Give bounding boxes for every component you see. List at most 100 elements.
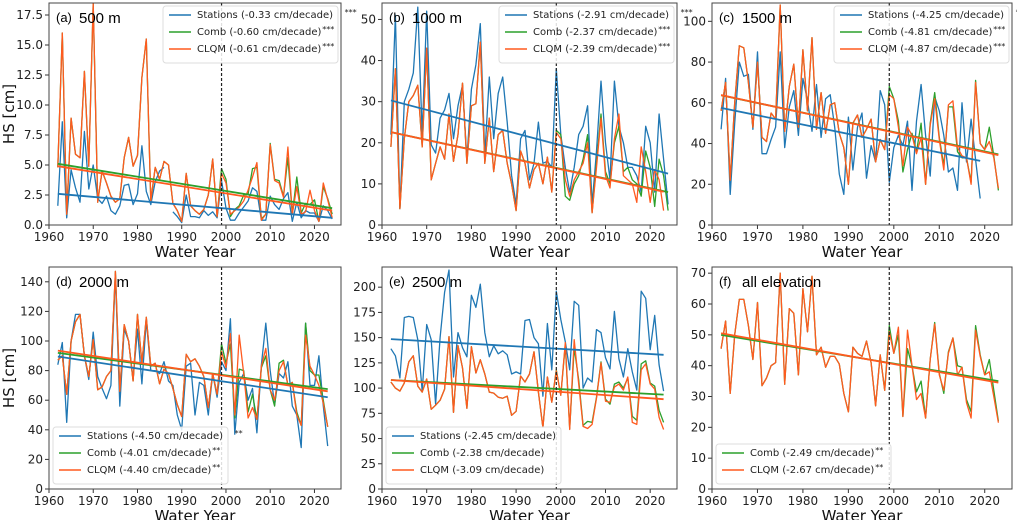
x-tick-label: 1970 (411, 230, 442, 244)
significance-marker: ** (875, 446, 883, 455)
panel-title: 1000 m (412, 10, 462, 27)
legend-label-comb: Comb (-0.60 cm/decade) (197, 27, 322, 38)
axes-frame (381, 266, 678, 490)
significance-marker: *** (993, 25, 1005, 34)
y-tick-label: 5.0 (24, 158, 43, 172)
legend-label-comb: Comb (-2.49 cm/decade) (750, 448, 875, 459)
legend-label-comb: Comb (-4.81 cm/decade) (868, 27, 993, 38)
x-tick-label: 1960 (367, 230, 398, 244)
y-tick-label: 10 (691, 451, 706, 465)
significance-marker: *** (993, 42, 1005, 51)
trend-line-stations (57, 192, 333, 219)
x-tick-label: 2010 (255, 230, 286, 244)
significance-marker: *** (322, 42, 334, 51)
significance-marker: *** (658, 25, 670, 34)
significance-marker: *** (658, 42, 670, 51)
x-tick-label: 2020 (969, 494, 1000, 508)
axes-frame (48, 266, 342, 490)
legend-box (498, 5, 675, 64)
y-tick-label: 0 (35, 482, 43, 496)
axes-frame (48, 2, 342, 226)
significance-marker: *** (322, 25, 334, 34)
x-tick-label: 1990 (833, 494, 864, 508)
panel-a: 1960 1970 1980 1990 2000 2010 2020 0.0 2.5 5.0 7.5… (0, 2, 357, 261)
y-tick-label: 40 (28, 423, 43, 437)
plot-lines (57, 270, 329, 449)
legend-label-clqm: CLQM (-3.09 cm/decade) (420, 465, 544, 476)
y-tick-label: 40 (691, 137, 706, 151)
y-tick-label: 75 (361, 406, 376, 420)
panel-f: 1960 1970 1980 1990 2000 2010 2020 0 10 20 30 40 50 6… (691, 266, 1013, 520)
x-tick-label: 2020 (635, 230, 666, 244)
legend-label-stations: Stations (-2.91 cm/decade) (533, 10, 669, 21)
x-tick-label: 1990 (166, 494, 197, 508)
x-tick-label: 1970 (78, 494, 109, 508)
legend-label-clqm: CLQM (-2.67 cm/decade) (750, 465, 874, 476)
x-tick-label: 2010 (255, 494, 286, 508)
legend-label-clqm: CLQM (-4.40 cm/decade) (87, 465, 211, 476)
trend-line-clqm (57, 165, 333, 212)
trend-line-clqm (720, 332, 999, 384)
trend-line-clqm (720, 94, 999, 157)
trend-line-stations (57, 355, 328, 399)
y-tick-label: 15.0 (16, 38, 43, 52)
axes-frame (711, 2, 1013, 226)
y-tick-label: 0 (698, 482, 706, 496)
y-tick-label: 0 (368, 482, 376, 496)
x-tick-label: 1990 (501, 494, 532, 508)
y-tick-label: 0.0 (24, 218, 43, 232)
plot-lines (720, 4, 1000, 199)
trend-line-stations (390, 99, 669, 175)
plot-lines (390, 269, 665, 431)
y-tick-label: 80 (28, 364, 43, 378)
y-tick-label: 10.0 (16, 98, 43, 112)
legend: Stations (-0.33 cm/decade) ***Comb (-0.60… (162, 5, 357, 64)
x-tick-label: 1970 (742, 230, 773, 244)
legend: Comb (-2.49 cm/decade) **CLQM (-2.67 cm/d… (715, 443, 892, 485)
x-tick-label: 1980 (456, 230, 487, 244)
axes-frame (381, 2, 678, 226)
panel-title: 2500 m (412, 274, 462, 291)
x-axis-label: Water Year (155, 507, 237, 520)
y-axis-label: HS [cm] (0, 84, 18, 144)
legend-label-stations: Stations (-4.50 cm/decade) (87, 431, 223, 442)
y-tick-label: 60 (691, 297, 706, 311)
legend-label-comb: Comb (-2.37 cm/decade) (533, 27, 658, 38)
significance-marker: ** (212, 446, 220, 455)
x-axis-label: Water Year (822, 243, 904, 261)
x-tick-label: 1980 (456, 494, 487, 508)
y-tick-label: 40 (691, 359, 706, 373)
panel-title: all elevation (742, 274, 821, 291)
legend-label-comb: Comb (-2.38 cm/decade) (420, 448, 545, 459)
significance-marker: *** (681, 8, 693, 17)
series-line-stations (57, 273, 329, 449)
x-tick-label: 1990 (833, 230, 864, 244)
legend-label-stations: Stations (-0.33 cm/decade) (197, 10, 333, 21)
x-tick-label: 1980 (122, 230, 153, 244)
legend-box (52, 426, 229, 485)
plot-lines (390, 6, 669, 214)
y-tick-label: 30 (361, 95, 376, 109)
significance-marker: ** (875, 463, 883, 472)
y-tick-label: 100 (20, 334, 43, 348)
x-tick-label: 2010 (590, 494, 621, 508)
y-tick-label: 50 (691, 328, 706, 342)
x-tick-label: 2020 (299, 230, 330, 244)
series-line-clqm (390, 41, 665, 214)
x-tick-label: 2000 (546, 494, 577, 508)
y-tick-label: 40 (361, 54, 376, 68)
x-tick-label: 2000 (546, 230, 577, 244)
panel-b: 1960 1970 1980 1990 2000 2010 2020 0 10 20 30 40 50 W… (361, 2, 693, 261)
y-tick-label: 30 (691, 390, 706, 404)
legend: Stations (-2.91 cm/decade) ***Comb (-2.37… (498, 5, 693, 64)
y-tick-label: 7.5 (24, 128, 43, 142)
trend-line-clqm (57, 349, 328, 393)
panel-label: (e) (389, 274, 405, 289)
x-tick-label: 1980 (122, 494, 153, 508)
x-tick-label: 1960 (697, 230, 728, 244)
y-tick-label: 70 (691, 266, 706, 280)
y-tick-label: 120 (20, 304, 43, 318)
x-tick-label: 1980 (788, 230, 819, 244)
series-line-clqm (390, 335, 665, 431)
series-line-clqm (720, 4, 1000, 189)
